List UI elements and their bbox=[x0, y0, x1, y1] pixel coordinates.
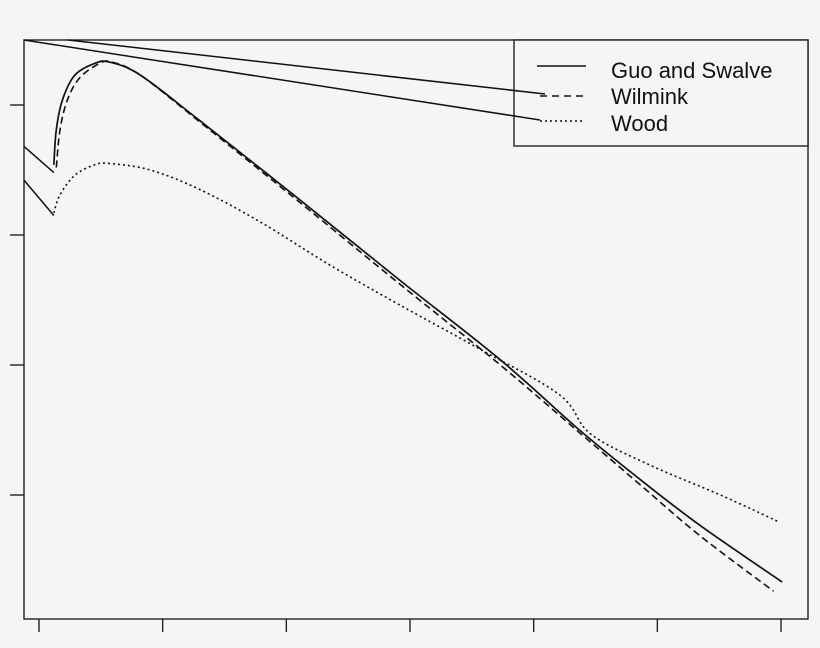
series-wood bbox=[53, 162, 781, 524]
data-series bbox=[52, 60, 783, 592]
legend-label-guo-and-swalve: Guo and Swalve bbox=[611, 58, 772, 83]
artifact-line bbox=[23, 179, 55, 216]
legend-box bbox=[513, 39, 809, 147]
y-axis bbox=[10, 104, 24, 496]
series-guo-and-swalve bbox=[52, 60, 783, 583]
legend-leader-line bbox=[23, 39, 541, 121]
plot-frame bbox=[23, 39, 809, 620]
legend-label-wilmink: Wilmink bbox=[611, 84, 689, 109]
legend: Guo and Swalve Wilmink Wood bbox=[513, 39, 809, 147]
series-wilmink bbox=[55, 60, 775, 592]
legend-leader-line bbox=[67, 39, 546, 95]
artifact-line bbox=[23, 146, 55, 174]
legend-label-wood: Wood bbox=[611, 111, 668, 136]
artifact-lines bbox=[23, 146, 55, 216]
x-axis bbox=[38, 619, 782, 632]
legend-leader-lines bbox=[23, 39, 546, 121]
